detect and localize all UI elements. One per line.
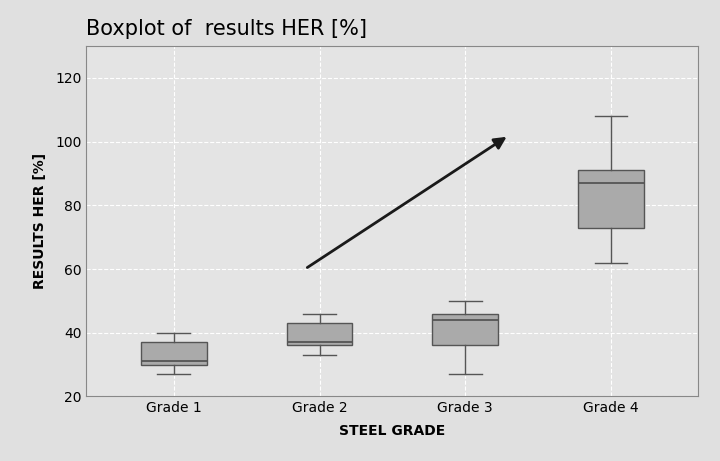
PathPatch shape — [287, 323, 352, 345]
Y-axis label: RESULTS HER [%]: RESULTS HER [%] — [33, 153, 47, 290]
Text: Boxplot of  results HER [%]: Boxplot of results HER [%] — [86, 19, 367, 39]
PathPatch shape — [141, 343, 207, 365]
PathPatch shape — [433, 313, 498, 345]
PathPatch shape — [578, 170, 644, 228]
X-axis label: STEEL GRADE: STEEL GRADE — [339, 424, 446, 437]
